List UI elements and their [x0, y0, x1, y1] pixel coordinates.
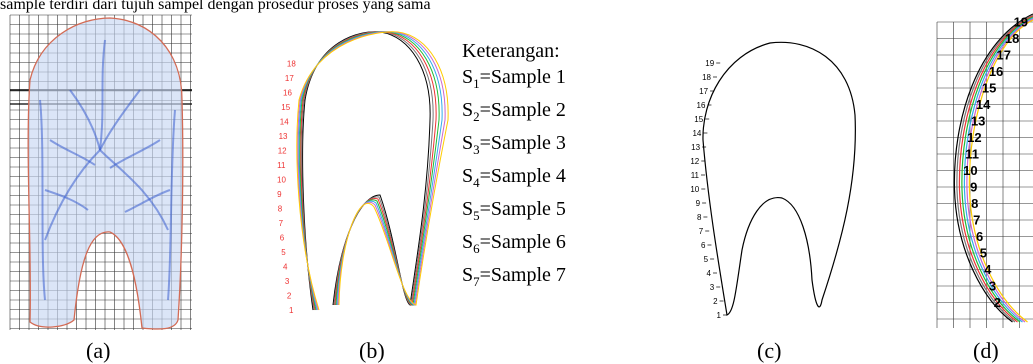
point-label: 1: [717, 311, 722, 320]
legend-title: Keterangan:: [462, 40, 560, 62]
point-label: 3: [710, 283, 715, 292]
point-label: 18: [287, 60, 296, 69]
point-label: 11: [965, 147, 979, 162]
panel-a-fish-outline: [27, 17, 184, 330]
sample-curve-2: [956, 14, 1033, 323]
point-label: 16: [283, 89, 292, 98]
point-label: 5: [281, 248, 286, 257]
point-label: 3: [285, 277, 290, 286]
point-label: 11: [691, 171, 700, 180]
sample-curve-5: [963, 17, 1033, 323]
legend-item: S5=Sample 5: [462, 198, 566, 223]
point-label: 9: [277, 190, 282, 199]
point-label: 14: [976, 97, 991, 112]
point-label: 18: [1005, 31, 1019, 46]
sample-curve-4: [961, 16, 1033, 323]
point-label: 17: [285, 74, 294, 83]
point-label: 10: [963, 163, 977, 178]
point-label: 10: [277, 176, 286, 185]
top-text: sample terdiri dari tujuh sampel dengan …: [0, 0, 431, 13]
sample-curve-3: [958, 15, 1033, 323]
panel-a-gridded-sample: [9, 14, 192, 330]
point-label: 4: [707, 269, 712, 278]
point-label: 13: [691, 143, 700, 152]
point-label: 5: [704, 255, 709, 264]
sample-curve-7: [296, 31, 449, 311]
point-label: 7: [973, 213, 980, 228]
sample-curve-2: [301, 31, 434, 311]
point-label: 12: [967, 130, 981, 145]
sample-curve-1: [302, 31, 431, 311]
legend-item: S4=Sample 4: [462, 165, 566, 190]
point-label: 9: [696, 199, 701, 208]
point-label: 2: [994, 295, 1001, 310]
point-label: 17: [997, 48, 1011, 63]
point-label: 17: [699, 87, 708, 96]
point-label: 7: [699, 227, 704, 236]
point-label: 14: [692, 129, 701, 138]
point-label: 14: [280, 118, 289, 127]
caption-b: (b): [359, 338, 385, 363]
point-label: 15: [694, 115, 703, 124]
panel-c-contour: [702, 41, 856, 316]
sample-curve-5: [298, 31, 443, 311]
point-label: 2: [713, 297, 718, 306]
caption-c: (c): [757, 338, 782, 363]
sample-curve-4: [299, 31, 440, 311]
caption-d: (d): [973, 338, 999, 363]
point-label: 8: [278, 205, 283, 214]
point-label: 7: [279, 219, 284, 228]
sample-curve-3: [300, 31, 437, 311]
point-label: 19: [705, 59, 714, 68]
point-label: 12: [690, 157, 699, 166]
point-label: 1: [289, 306, 294, 315]
legend-item: S7=Sample 7: [462, 264, 566, 289]
point-label: 6: [976, 229, 983, 244]
point-label: 2: [287, 292, 292, 301]
point-label: 11: [277, 161, 286, 170]
sample-curve-6: [297, 31, 446, 311]
point-label: 6: [280, 234, 285, 243]
point-label: 18: [702, 73, 711, 82]
legend-item: S2=Sample 2: [462, 99, 566, 124]
sample-curve-7: [968, 19, 1033, 323]
panel-a-fish-texture: [39, 39, 176, 301]
point-label: 8: [697, 213, 702, 222]
point-label: 5: [980, 246, 987, 261]
point-label: 6: [701, 241, 706, 250]
sample-curve-1: [953, 13, 1033, 323]
sample-curve-6: [966, 18, 1033, 323]
point-label: 16: [697, 101, 706, 110]
point-label: 8: [971, 196, 978, 211]
point-label: 3: [989, 279, 996, 294]
point-label: 15: [281, 103, 290, 112]
point-label: 4: [984, 262, 992, 277]
point-label: 13: [971, 114, 985, 129]
point-label: 9: [970, 180, 977, 195]
legend-item: S3=Sample 3: [462, 132, 566, 157]
legend: Keterangan: S1=Sample 1 S2=Sample 2 S3=S…: [462, 38, 566, 295]
caption-a: (a): [86, 338, 111, 363]
legend-item: S1=Sample 1: [462, 66, 566, 91]
point-label: 10: [690, 185, 699, 194]
point-label: 4: [283, 263, 288, 272]
point-label: 13: [279, 132, 288, 141]
point-label: 16: [989, 64, 1003, 79]
point-label: 12: [278, 147, 287, 156]
legend-item: S6=Sample 6: [462, 231, 566, 256]
point-label: 15: [982, 81, 996, 96]
point-label: 19: [1014, 15, 1028, 30]
